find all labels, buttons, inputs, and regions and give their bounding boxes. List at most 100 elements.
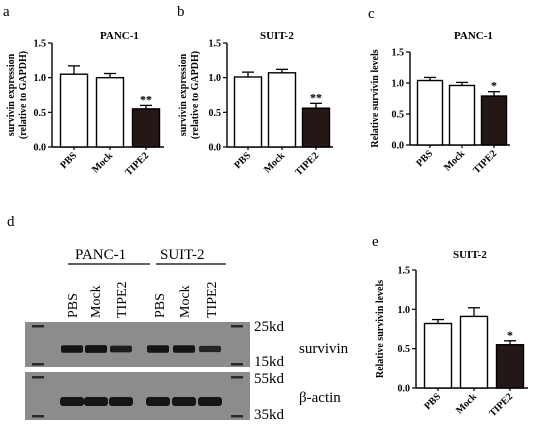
y-tick-label: 0.0 <box>209 143 222 154</box>
actin-band <box>60 397 84 406</box>
y-tick-label: 0.0 <box>34 143 47 154</box>
blot-lane-label: TIPE2 <box>115 281 130 318</box>
bar <box>495 344 525 389</box>
y-tick-label: 0.5 <box>392 110 405 121</box>
marker-35kd: 35kd <box>254 407 285 423</box>
label-survivin: survivin <box>299 341 349 357</box>
actin-band <box>172 397 196 406</box>
y-tick-label: 0.5 <box>209 108 222 119</box>
x-tick-label: Mock <box>454 391 479 416</box>
marker-25kd: 25kd <box>254 319 285 335</box>
western-blot: PANC-1 SUIT-2 PBS Mock TIPE2 PBS Mock TI… <box>25 247 349 423</box>
y-axis-label: survivin expression <box>6 53 17 136</box>
blot-ladder-band <box>231 415 243 418</box>
significance-marker: ** <box>140 92 152 106</box>
y-axis-label: Relative survivin levels <box>370 49 381 147</box>
bar <box>267 72 297 148</box>
chart-panel-e: SUIT-2 0.0 0.5 1.0 1.5 Relative survivin leve… <box>375 249 528 419</box>
blot-lane-label: Mock <box>89 285 104 318</box>
blot-group-suit2: SUIT-2 <box>160 247 204 263</box>
x-tick-label: PBS <box>58 150 79 171</box>
actin-bands <box>60 397 222 406</box>
y-tick-label: 1.5 <box>209 39 222 50</box>
panel-letter-a: a <box>3 4 10 20</box>
x-tick-label: TIPE2 <box>293 150 321 178</box>
survivin-band <box>110 345 132 353</box>
panel-letter-c: c <box>368 6 375 22</box>
bar <box>480 95 508 146</box>
panel-letter-e: e <box>372 234 379 250</box>
y-tick-label: 0.0 <box>392 141 405 152</box>
actin-band <box>84 397 108 406</box>
blot-ladder-band <box>32 376 44 379</box>
y-tick-label: 0.5 <box>398 344 411 355</box>
y-axis-label: (relative to GAPDH) <box>190 51 201 139</box>
y-axis-label: Relative survivin levels <box>375 280 386 378</box>
x-tick-label: Mock <box>90 150 115 175</box>
y-tick-label: 1.0 <box>34 73 47 84</box>
significance-marker: * <box>507 328 513 342</box>
bar <box>459 315 489 389</box>
x-tick-label: PBS <box>414 148 435 169</box>
chart-title: PANC-1 <box>100 30 139 42</box>
blot-ladder-band <box>231 376 243 379</box>
bar <box>301 107 331 148</box>
chart-title: SUIT-2 <box>260 30 294 42</box>
blot-strip-actin <box>25 372 250 420</box>
survivin-band <box>173 345 195 353</box>
y-tick-label: 1.0 <box>398 305 411 316</box>
y-tick-label: 0.0 <box>398 384 411 395</box>
panel-letter-b: b <box>177 4 185 20</box>
y-tick-label: 1.5 <box>392 48 405 59</box>
significance-marker: ** <box>310 90 322 104</box>
marker-15kd: 15kd <box>254 354 285 370</box>
y-tick-label: 1.5 <box>34 39 47 50</box>
x-tick-label: PBS <box>422 391 443 412</box>
y-axis-label: (relative to GAPDH) <box>18 51 29 139</box>
chart-panel-b: SUIT-2 0.0 0.5 1.0 1.5 survivin expression (re… <box>178 30 333 178</box>
bar <box>416 79 444 146</box>
bar <box>233 76 263 148</box>
x-tick-label: TIPE2 <box>471 148 499 176</box>
y-tick-label: 1.0 <box>209 73 222 84</box>
survivin-band <box>61 345 83 353</box>
blot-lane-label: PBS <box>153 293 168 318</box>
survivin-band <box>85 345 107 353</box>
y-tick-label: 1.0 <box>392 79 405 90</box>
x-tick-label: TIPE2 <box>123 150 151 178</box>
x-tick-label: PBS <box>232 150 253 171</box>
blot-ladder-band <box>231 363 243 366</box>
bar <box>95 76 125 148</box>
blot-ladder-band <box>32 415 44 418</box>
bar <box>423 322 453 389</box>
bar <box>448 84 476 146</box>
actin-band <box>109 397 133 406</box>
significance-marker: * <box>491 79 497 93</box>
actin-band <box>146 397 170 406</box>
actin-band <box>198 397 222 406</box>
chart-panel-c: PANC-1 0.0 0.5 1.0 1.5 Relative survivin leve… <box>370 30 510 176</box>
blot-lane-label: TIPE2 <box>205 281 220 318</box>
blot-lane-label: PBS <box>66 293 81 318</box>
blot-lane-label: Mock <box>178 285 193 318</box>
blot-ladder-band <box>32 325 44 328</box>
bar <box>131 108 161 148</box>
x-tick-label: Mock <box>262 150 287 175</box>
x-tick-label: Mock <box>442 148 467 173</box>
blot-ladder-band <box>231 325 243 328</box>
chart-title: SUIT-2 <box>453 249 487 261</box>
marker-55kd: 55kd <box>254 371 285 387</box>
y-tick-label: 0.5 <box>34 108 47 119</box>
survivin-band <box>147 345 169 353</box>
label-beta-actin: β-actin <box>299 390 341 406</box>
panel-letter-d: d <box>7 214 15 230</box>
y-tick-label: 1.5 <box>398 266 411 277</box>
blot-strip-survivin <box>25 322 250 367</box>
survivin-bands <box>61 345 221 353</box>
survivin-band <box>199 345 221 353</box>
x-tick-label: TIPE2 <box>487 391 515 419</box>
blot-ladder-band <box>32 363 44 366</box>
y-axis-label: survivin expression <box>178 53 189 136</box>
blot-group-panc1: PANC-1 <box>75 247 126 263</box>
